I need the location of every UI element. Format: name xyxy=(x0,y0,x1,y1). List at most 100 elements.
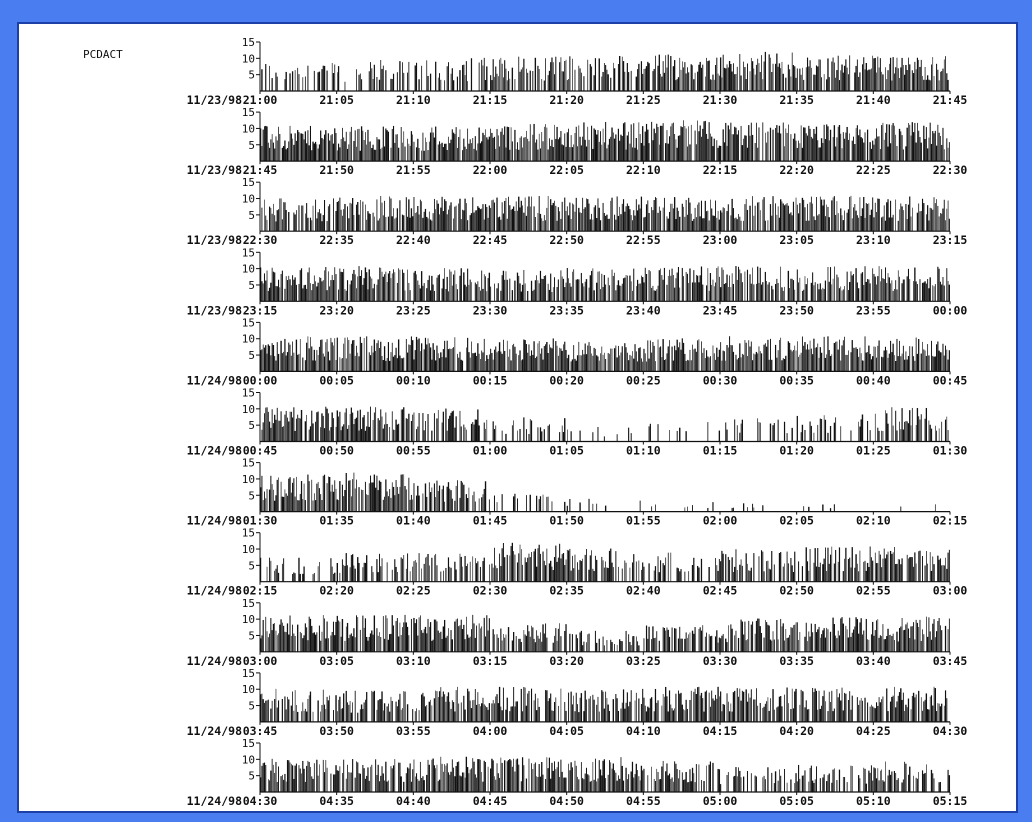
panel-date-label: 11/24/98 xyxy=(187,373,242,387)
x-tick-label: 21:50 xyxy=(319,163,354,177)
panel: 5 10 15 02:15 02:20 02:25 02:30 02:35 02:40 02:45… xyxy=(187,527,968,598)
panel: 5 10 15 04:30 04:35 04:40 04:45 04:50 04:55 05:00… xyxy=(187,737,968,808)
y-tick-label: 15 xyxy=(242,246,255,259)
x-tick-label: 23:25 xyxy=(396,303,431,317)
y-tick-label: 5 xyxy=(248,69,255,82)
x-tick-label: 00:40 xyxy=(856,373,891,387)
x-tick-label: 03:10 xyxy=(396,654,431,668)
x-tick-label: 22:35 xyxy=(319,233,354,247)
y-tick-label: 10 xyxy=(242,403,255,416)
y-tick-label: 15 xyxy=(242,597,255,610)
x-tick-label: 22:20 xyxy=(779,163,814,177)
panel-date-label: 11/23/98 xyxy=(187,303,242,317)
x-tick-label: 02:10 xyxy=(856,514,891,528)
x-tick-label: 04:15 xyxy=(703,724,738,738)
y-tick-label: 5 xyxy=(248,629,255,642)
x-tick-label: 03:30 xyxy=(703,654,738,668)
y-tick-label: 15 xyxy=(242,387,255,400)
x-tick-label: 04:50 xyxy=(549,794,584,808)
panel: 5 10 15 21:00 21:05 21:10 21:15 21:20 21:25 21:30… xyxy=(187,36,968,107)
x-tick-label: 05:10 xyxy=(856,794,891,808)
x-tick-label: 22:05 xyxy=(549,163,584,177)
x-tick-label: 00:00 xyxy=(933,303,968,317)
x-tick-label: 02:15 xyxy=(933,514,968,528)
x-tick-label: 02:30 xyxy=(473,584,508,598)
x-tick-label: 01:00 xyxy=(473,444,508,458)
y-tick-label: 15 xyxy=(242,667,255,680)
x-tick-label: 04:00 xyxy=(473,724,508,738)
x-tick-label: 00:50 xyxy=(319,444,354,458)
y-tick-label: 5 xyxy=(248,559,255,572)
panel-date-label: 11/24/98 xyxy=(187,654,242,668)
x-tick-label: 03:50 xyxy=(319,724,354,738)
x-tick-label: 03:45 xyxy=(243,724,278,738)
x-tick-label: 00:20 xyxy=(549,373,584,387)
x-tick-label: 23:00 xyxy=(703,233,738,247)
x-tick-label: 21:20 xyxy=(549,93,584,107)
x-tick-label: 00:35 xyxy=(779,373,814,387)
y-tick-label: 5 xyxy=(248,209,255,222)
x-tick-label: 21:55 xyxy=(396,163,431,177)
x-tick-label: 01:30 xyxy=(933,444,968,458)
x-tick-label: 04:30 xyxy=(243,794,278,808)
panel-date-label: 11/24/98 xyxy=(187,444,242,458)
x-tick-label: 05:05 xyxy=(779,794,814,808)
x-tick-label: 21:05 xyxy=(319,93,354,107)
panel: 5 10 15 21:45 21:50 21:55 22:00 22:05 22:10 22:15… xyxy=(187,106,968,177)
panel: 5 10 15 01:30 01:35 01:40 01:45 01:50 01:55 02:00… xyxy=(187,457,968,528)
x-tick-label: 01:15 xyxy=(703,444,738,458)
x-tick-label: 23:45 xyxy=(703,303,738,317)
x-tick-label: 04:40 xyxy=(396,794,431,808)
x-tick-label: 01:45 xyxy=(473,514,508,528)
x-tick-label: 22:25 xyxy=(856,163,891,177)
panel-date-label: 11/24/98 xyxy=(187,794,242,808)
x-tick-label: 02:15 xyxy=(243,584,278,598)
x-tick-label: 00:05 xyxy=(319,373,354,387)
x-tick-label: 03:45 xyxy=(933,654,968,668)
y-tick-label: 10 xyxy=(242,52,255,65)
x-tick-label: 03:15 xyxy=(473,654,508,668)
x-tick-label: 03:55 xyxy=(396,724,431,738)
x-tick-label: 21:35 xyxy=(779,93,814,107)
chart-title: PCDACT xyxy=(83,48,123,61)
panel-date-label: 11/23/98 xyxy=(187,233,242,247)
x-tick-label: 05:00 xyxy=(703,794,738,808)
y-tick-label: 10 xyxy=(242,193,255,206)
x-tick-label: 02:00 xyxy=(703,514,738,528)
x-tick-label: 00:15 xyxy=(473,373,508,387)
x-tick-label: 22:40 xyxy=(396,233,431,247)
x-tick-label: 02:40 xyxy=(626,584,661,598)
x-tick-label: 01:10 xyxy=(626,444,661,458)
chart-paper: PCDACT 5 10 15 21:00 21:05 21:10 21:15 21:20 21:… xyxy=(17,22,1018,813)
panel-date-label: 11/24/98 xyxy=(187,514,242,528)
x-tick-label: 21:00 xyxy=(243,93,278,107)
x-tick-label: 04:05 xyxy=(549,724,584,738)
y-tick-label: 10 xyxy=(242,543,255,556)
x-tick-label: 21:10 xyxy=(396,93,431,107)
x-tick-label: 01:50 xyxy=(549,514,584,528)
y-tick-label: 5 xyxy=(248,770,255,783)
x-tick-label: 00:10 xyxy=(396,373,431,387)
y-tick-label: 15 xyxy=(242,737,255,750)
x-tick-label: 23:55 xyxy=(856,303,891,317)
x-tick-label: 22:55 xyxy=(626,233,661,247)
panel-date-label: 11/23/98 xyxy=(187,93,242,107)
x-tick-label: 03:25 xyxy=(626,654,661,668)
x-tick-label: 22:00 xyxy=(473,163,508,177)
x-tick-label: 22:30 xyxy=(933,163,968,177)
y-tick-label: 5 xyxy=(248,279,255,292)
x-tick-label: 22:50 xyxy=(549,233,584,247)
x-tick-label: 00:25 xyxy=(626,373,661,387)
x-tick-label: 23:10 xyxy=(856,233,891,247)
x-tick-label: 00:30 xyxy=(703,373,738,387)
y-tick-label: 15 xyxy=(242,106,255,119)
y-tick-label: 15 xyxy=(242,316,255,329)
x-tick-label: 21:45 xyxy=(933,93,968,107)
x-tick-label: 22:45 xyxy=(473,233,508,247)
x-tick-label: 02:50 xyxy=(779,584,814,598)
x-tick-label: 23:15 xyxy=(243,303,278,317)
panel-date-label: 11/23/98 xyxy=(187,163,242,177)
x-tick-label: 01:40 xyxy=(396,514,431,528)
